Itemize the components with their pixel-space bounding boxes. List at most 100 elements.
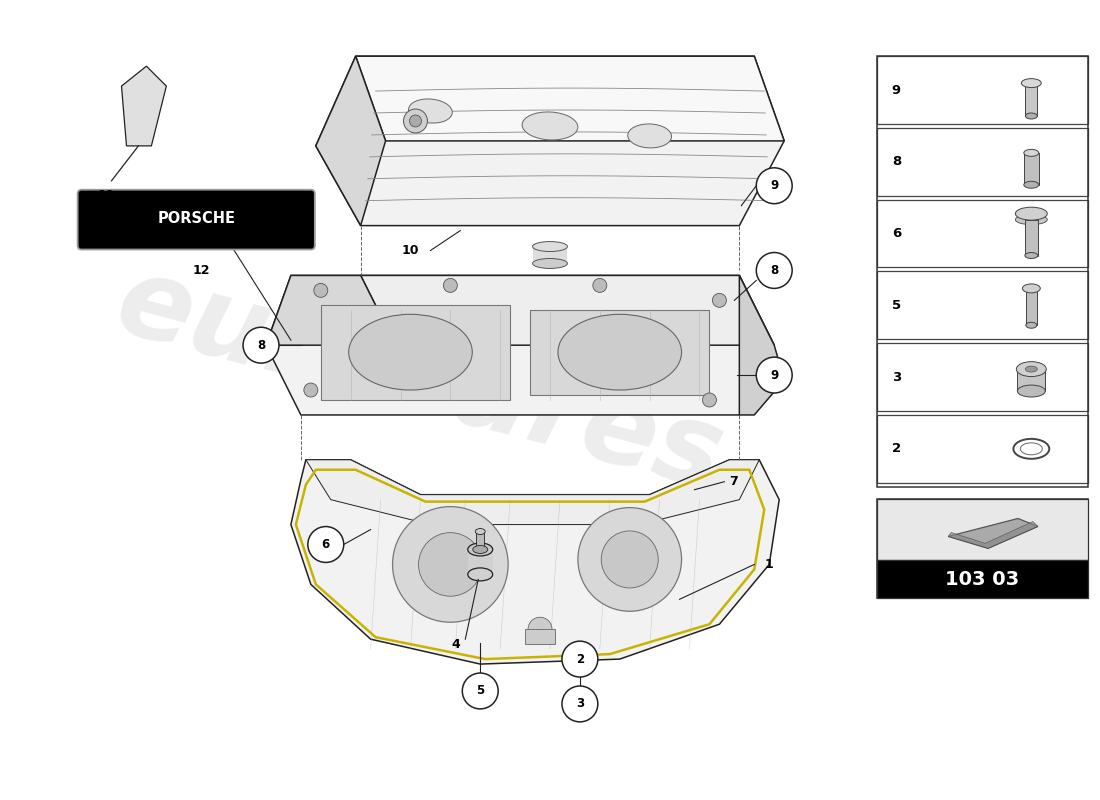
Text: 2: 2 [892, 442, 901, 455]
Ellipse shape [522, 112, 578, 140]
Bar [476, 531, 484, 550]
Text: PORSCHE: PORSCHE [157, 211, 235, 226]
Ellipse shape [475, 529, 485, 534]
Ellipse shape [408, 99, 452, 123]
Ellipse shape [1025, 253, 1037, 258]
Bar [877, 56, 1088, 124]
Text: 10: 10 [402, 244, 419, 257]
Circle shape [578, 508, 682, 611]
Polygon shape [530, 310, 710, 395]
Polygon shape [290, 460, 779, 664]
Bar [1025, 84, 1037, 116]
Text: 1: 1 [764, 558, 773, 571]
Ellipse shape [532, 242, 568, 251]
Ellipse shape [628, 124, 672, 148]
Circle shape [308, 526, 343, 562]
Circle shape [419, 533, 482, 596]
Circle shape [593, 278, 607, 292]
Text: 7: 7 [729, 475, 738, 488]
Text: 9: 9 [892, 83, 901, 97]
Ellipse shape [1018, 385, 1045, 397]
Bar [1026, 288, 1037, 326]
Ellipse shape [468, 543, 493, 556]
Polygon shape [948, 522, 1038, 548]
Circle shape [314, 283, 328, 298]
Circle shape [562, 686, 597, 722]
Ellipse shape [1025, 113, 1037, 119]
Ellipse shape [1026, 322, 1037, 328]
Bar [1024, 153, 1038, 185]
Polygon shape [355, 56, 784, 141]
Circle shape [404, 109, 428, 133]
Text: 6: 6 [321, 538, 330, 551]
Polygon shape [306, 460, 759, 525]
Circle shape [757, 168, 792, 204]
Ellipse shape [473, 546, 487, 554]
Text: 11: 11 [98, 190, 116, 202]
Bar [877, 56, 1088, 486]
Text: eurocares: eurocares [106, 248, 735, 512]
Circle shape [713, 294, 726, 307]
Polygon shape [266, 275, 774, 415]
Ellipse shape [1013, 439, 1049, 458]
Polygon shape [316, 56, 386, 226]
Text: a passion for parts since 1985: a passion for parts since 1985 [315, 507, 586, 572]
Ellipse shape [1024, 150, 1038, 156]
Polygon shape [948, 518, 1038, 548]
Text: 3: 3 [892, 370, 901, 383]
Bar [1025, 220, 1037, 255]
Bar [877, 128, 1088, 196]
Circle shape [462, 673, 498, 709]
Text: 2: 2 [575, 653, 584, 666]
Ellipse shape [558, 314, 682, 390]
Text: 8: 8 [257, 338, 265, 352]
Circle shape [757, 357, 792, 393]
Ellipse shape [1021, 443, 1043, 455]
Circle shape [757, 253, 792, 288]
Text: 3: 3 [575, 698, 584, 710]
Polygon shape [321, 306, 510, 400]
Circle shape [562, 641, 597, 677]
Bar [532, 246, 568, 263]
Ellipse shape [1025, 366, 1037, 372]
Bar [877, 498, 1088, 598]
FancyBboxPatch shape [78, 190, 315, 250]
Circle shape [528, 618, 552, 641]
Text: 8: 8 [770, 264, 779, 277]
Bar [877, 498, 1088, 561]
Circle shape [703, 393, 716, 407]
Ellipse shape [1022, 284, 1041, 293]
Polygon shape [739, 275, 784, 415]
Text: 9: 9 [770, 179, 779, 192]
Circle shape [304, 383, 318, 397]
Text: 5: 5 [476, 685, 484, 698]
Text: 5: 5 [892, 299, 901, 312]
Ellipse shape [1015, 214, 1047, 225]
Ellipse shape [468, 568, 493, 581]
Ellipse shape [1024, 182, 1038, 188]
Bar [877, 561, 1088, 598]
Circle shape [409, 115, 421, 127]
Text: 8: 8 [892, 155, 901, 168]
Text: 4: 4 [451, 638, 460, 650]
Text: 6: 6 [892, 227, 901, 240]
Circle shape [602, 531, 658, 588]
Circle shape [243, 327, 279, 363]
Text: 9: 9 [770, 369, 779, 382]
Bar [525, 630, 556, 644]
Bar [877, 415, 1088, 482]
Ellipse shape [1015, 207, 1047, 220]
Circle shape [393, 506, 508, 622]
Polygon shape [121, 66, 166, 146]
Bar [877, 200, 1088, 267]
Bar [1018, 369, 1045, 391]
Ellipse shape [532, 258, 568, 269]
Polygon shape [316, 56, 784, 226]
Ellipse shape [1022, 78, 1042, 87]
Ellipse shape [1016, 362, 1046, 377]
Polygon shape [361, 275, 774, 345]
Bar [469, 550, 493, 574]
Polygon shape [266, 275, 396, 345]
Text: 12: 12 [192, 264, 210, 277]
Bar [877, 343, 1088, 411]
